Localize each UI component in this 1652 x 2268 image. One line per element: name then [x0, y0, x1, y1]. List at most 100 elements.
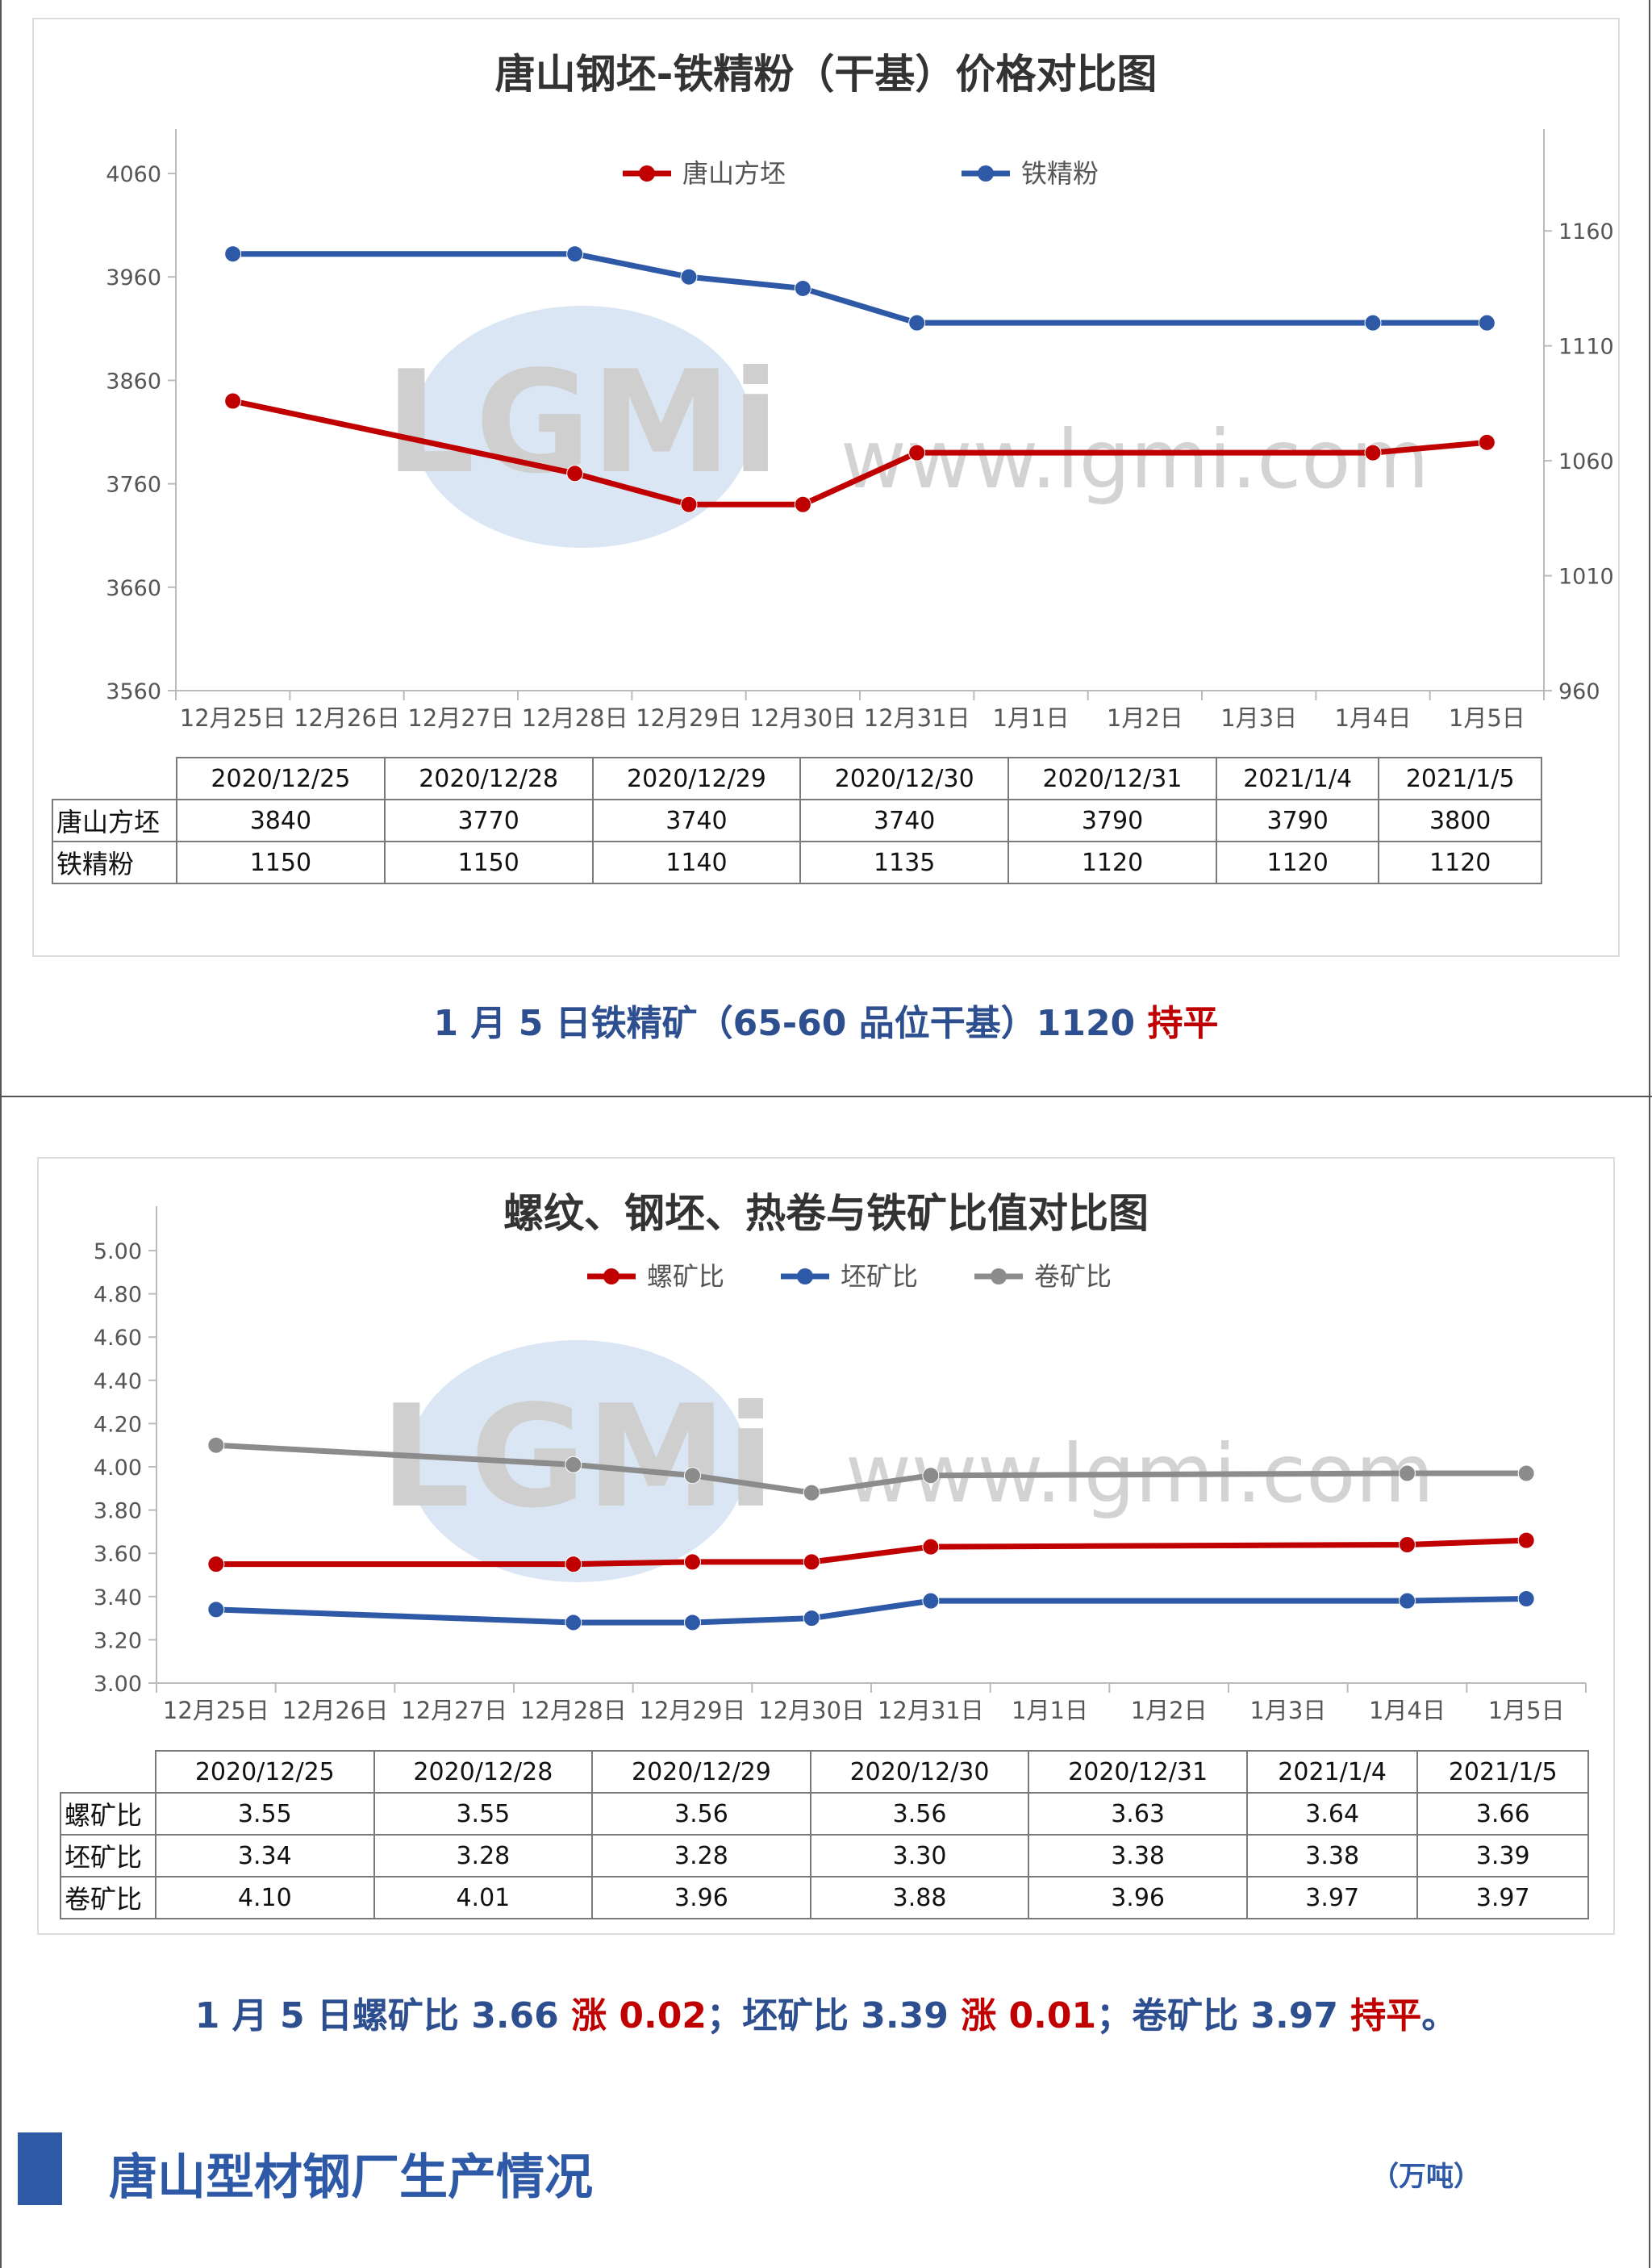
section-marker: [18, 2132, 62, 2205]
y-left-tick-label: 3660: [106, 576, 161, 601]
note2-part2: ；坯矿比 3.39: [706, 1995, 962, 2036]
data-point: [1364, 444, 1382, 462]
x-tick-label: 12月28日: [522, 704, 628, 732]
y-left-tick-label: 4.40: [94, 1369, 142, 1394]
table-cell: 1150: [383, 841, 594, 884]
legend-label: 螺矿比: [647, 1261, 724, 1292]
x-tick-label: 12月26日: [294, 704, 400, 732]
table-cell: 3790: [1215, 799, 1380, 842]
legend-swatch-marker: [978, 165, 994, 182]
x-tick-label: 1月4日: [1335, 704, 1412, 732]
table-corner: [52, 758, 177, 800]
table-cell: 3.39: [1416, 1834, 1589, 1877]
y-left-tick-label: 3760: [106, 473, 161, 498]
data-point: [1517, 1464, 1535, 1482]
legend-label: 铁精粉: [1021, 158, 1099, 189]
x-tick-label: 1月5日: [1488, 1697, 1565, 1724]
table-header-cell: 2021/1/4: [1245, 1750, 1419, 1794]
table-header-cell: 2020/12/28: [383, 757, 594, 800]
y-left-tick-label: 4060: [106, 162, 161, 187]
x-tick-label: 12月29日: [636, 704, 742, 732]
x-tick-label: 1月3日: [1220, 704, 1297, 732]
data-point: [565, 1456, 582, 1473]
table-cell: 3.63: [1028, 1792, 1248, 1836]
chart2-data-table: 2020/12/25 2020/12/28 2020/12/29 2020/12/30…: [60, 1750, 1589, 1919]
table-cell: 3.38: [1028, 1834, 1248, 1877]
data-point: [908, 444, 926, 462]
data-point: [1478, 314, 1496, 332]
table-row-label: 坯矿比: [60, 1834, 156, 1877]
table-row-label: 卷矿比: [60, 1876, 156, 1919]
x-tick-label: 12月27日: [407, 704, 514, 732]
data-point: [207, 1556, 225, 1573]
x-tick-label: 12月31日: [878, 1697, 984, 1724]
note-ratios: 1 月 5 日螺矿比 3.66 涨 0.02；坯矿比 3.39 涨 0.01；卷…: [0, 1986, 1652, 2038]
table-cell: 1150: [176, 841, 386, 884]
table-cell: 1135: [799, 841, 1010, 884]
table-cell: 3.30: [809, 1834, 1030, 1877]
table-row: 坯矿比 3.34 3.28 3.28 3.30 3.38 3.38 3.39: [60, 1834, 1589, 1877]
table-cell: 3740: [799, 799, 1010, 842]
note1-text: 1 月 5 日铁精矿（65-60 品位干基）1120: [433, 1003, 1148, 1044]
table-header-cell: 2020/12/30: [809, 1750, 1030, 1794]
note2-part3: ；卷矿比 3.97: [1096, 1995, 1351, 2036]
table-cell: 3.66: [1416, 1792, 1589, 1836]
x-tick-label: 1月2日: [1107, 704, 1183, 732]
table-header-cell: 2020/12/31: [1028, 1750, 1248, 1794]
data-point: [207, 1436, 225, 1454]
table-cell: 3.55: [155, 1792, 375, 1836]
note2-rebar-change: 涨 0.02: [571, 1995, 707, 2036]
table-row: 螺矿比 3.55 3.55 3.56 3.56 3.63 3.64 3.66: [60, 1792, 1589, 1836]
x-tick-label: 12月26日: [282, 1697, 389, 1724]
table-row-label: 铁精粉: [52, 841, 177, 884]
table-cell: 3.88: [809, 1876, 1030, 1919]
table-cell: 3.96: [591, 1876, 811, 1919]
y-left-tick-label: 3.40: [94, 1585, 142, 1610]
y-right-tick-label: 1110: [1558, 335, 1614, 360]
x-tick-label: 12月25日: [180, 704, 286, 732]
x-tick-label: 12月30日: [749, 704, 856, 732]
y-left-tick-label: 4.80: [94, 1283, 142, 1308]
chart1-svg: 3560 3660 3760 3860 3960 4060 960 1010 1060 1110 1…: [106, 129, 1614, 732]
table-row: 唐山方坯 3840 3770 3740 3740 3790 3790 3800: [52, 799, 1542, 842]
section-title: 唐山型材钢厂生产情况: [109, 2149, 593, 2206]
table-header-cell: 2020/12/25: [176, 757, 386, 800]
data-point: [803, 1610, 820, 1627]
x-tick-label: 1月1日: [1012, 1697, 1088, 1724]
data-point: [922, 1538, 940, 1556]
data-point: [922, 1467, 940, 1485]
table-row: 卷矿比 4.10 4.01 3.96 3.88 3.96 3.97 3.97: [60, 1876, 1589, 1919]
table-corner: [60, 1751, 156, 1794]
x-tick-label: 12月27日: [401, 1697, 507, 1724]
table-row-label: 螺矿比: [60, 1792, 156, 1836]
y-left-tick-label: 4.60: [94, 1326, 142, 1351]
page-border-left: [0, 0, 2, 2268]
table-row: 铁精粉 1150 1150 1140 1135 1120 1120 1120: [52, 841, 1542, 884]
legend-label: 唐山方坯: [682, 158, 786, 189]
table-cell: 1120: [1007, 841, 1217, 884]
x-tick-label: 1月3日: [1249, 1697, 1326, 1724]
table-cell: 3.28: [591, 1834, 811, 1877]
data-point: [803, 1484, 820, 1502]
y-left-tick-label: 3960: [106, 265, 161, 290]
data-point: [680, 495, 698, 513]
data-point: [803, 1553, 820, 1571]
x-tick-label: 12月31日: [864, 704, 970, 732]
data-point: [565, 1556, 582, 1573]
note2-part1: 1 月 5 日螺矿比 3.66: [194, 1995, 572, 2036]
y-right-tick-label: 1010: [1558, 565, 1614, 590]
table-header-cell: 2021/1/5: [1416, 1750, 1589, 1794]
data-point: [1399, 1592, 1416, 1610]
table-cell: 3.97: [1245, 1876, 1419, 1919]
table-cell: 1120: [1215, 841, 1380, 884]
legend-swatch-marker: [639, 165, 655, 182]
table-cell: 3.97: [1416, 1876, 1589, 1919]
data-point: [794, 279, 811, 297]
x-tick-label: 12月25日: [163, 1697, 269, 1724]
legend-swatch-marker: [797, 1268, 813, 1284]
chart1-title: 唐山钢坯-铁精粉（干基）价格对比图: [494, 51, 1158, 98]
x-tick-label: 12月29日: [640, 1697, 746, 1724]
y-right-tick-label: 1160: [1558, 219, 1614, 244]
chart2-svg: 3.00 3.20 3.40 3.60 3.80 4.00 4.20 4.40 4.60 4.80…: [94, 1206, 1587, 1724]
legend-label: 卷矿比: [1034, 1261, 1112, 1292]
